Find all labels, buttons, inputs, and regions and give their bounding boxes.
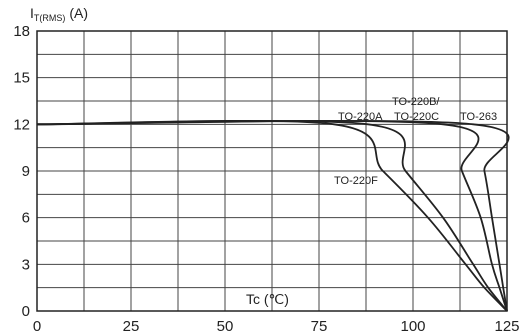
x-tick-label: 50	[217, 318, 234, 334]
y-tick-label: 0	[22, 303, 30, 320]
y-axis-title: IT(RMS) (A)	[30, 5, 88, 23]
grid	[37, 31, 507, 311]
x-tick-label: 75	[311, 318, 328, 334]
label-to220b: TO-220B/	[392, 96, 440, 108]
label-to220c: TO-220C	[394, 111, 439, 123]
y-tick-label: 3	[22, 256, 30, 273]
x-tick-label: 25	[123, 318, 140, 334]
x-tick-label: 125	[494, 318, 519, 334]
y-tick-label: 6	[22, 210, 30, 227]
x-axis-title: Tc (℃)	[246, 291, 289, 307]
y-tick-labels: 0 3 6 9 12 15 18	[13, 23, 30, 320]
label-to263: TO-263	[460, 111, 497, 123]
x-tick-label: 100	[400, 318, 425, 334]
plot-frame	[36, 30, 508, 312]
x-tick-labels: 0 25 50 75 100 125	[33, 318, 520, 334]
y-tick-label: 9	[22, 163, 30, 180]
y-tick-label: 15	[13, 70, 30, 87]
label-to220f: TO-220F	[334, 175, 378, 187]
series-lines	[36, 119, 510, 312]
y-axis-title-main: I	[30, 5, 34, 21]
y-tick-label: 12	[13, 116, 30, 133]
y-axis-title-sub: T(RMS)	[34, 13, 66, 23]
y-axis-title-unit: (A)	[69, 5, 88, 21]
y-tick-label: 18	[13, 23, 30, 40]
label-to220a: TO-220A	[338, 111, 383, 123]
x-tick-label: 0	[33, 318, 41, 334]
series-line-to-263	[36, 119, 510, 312]
